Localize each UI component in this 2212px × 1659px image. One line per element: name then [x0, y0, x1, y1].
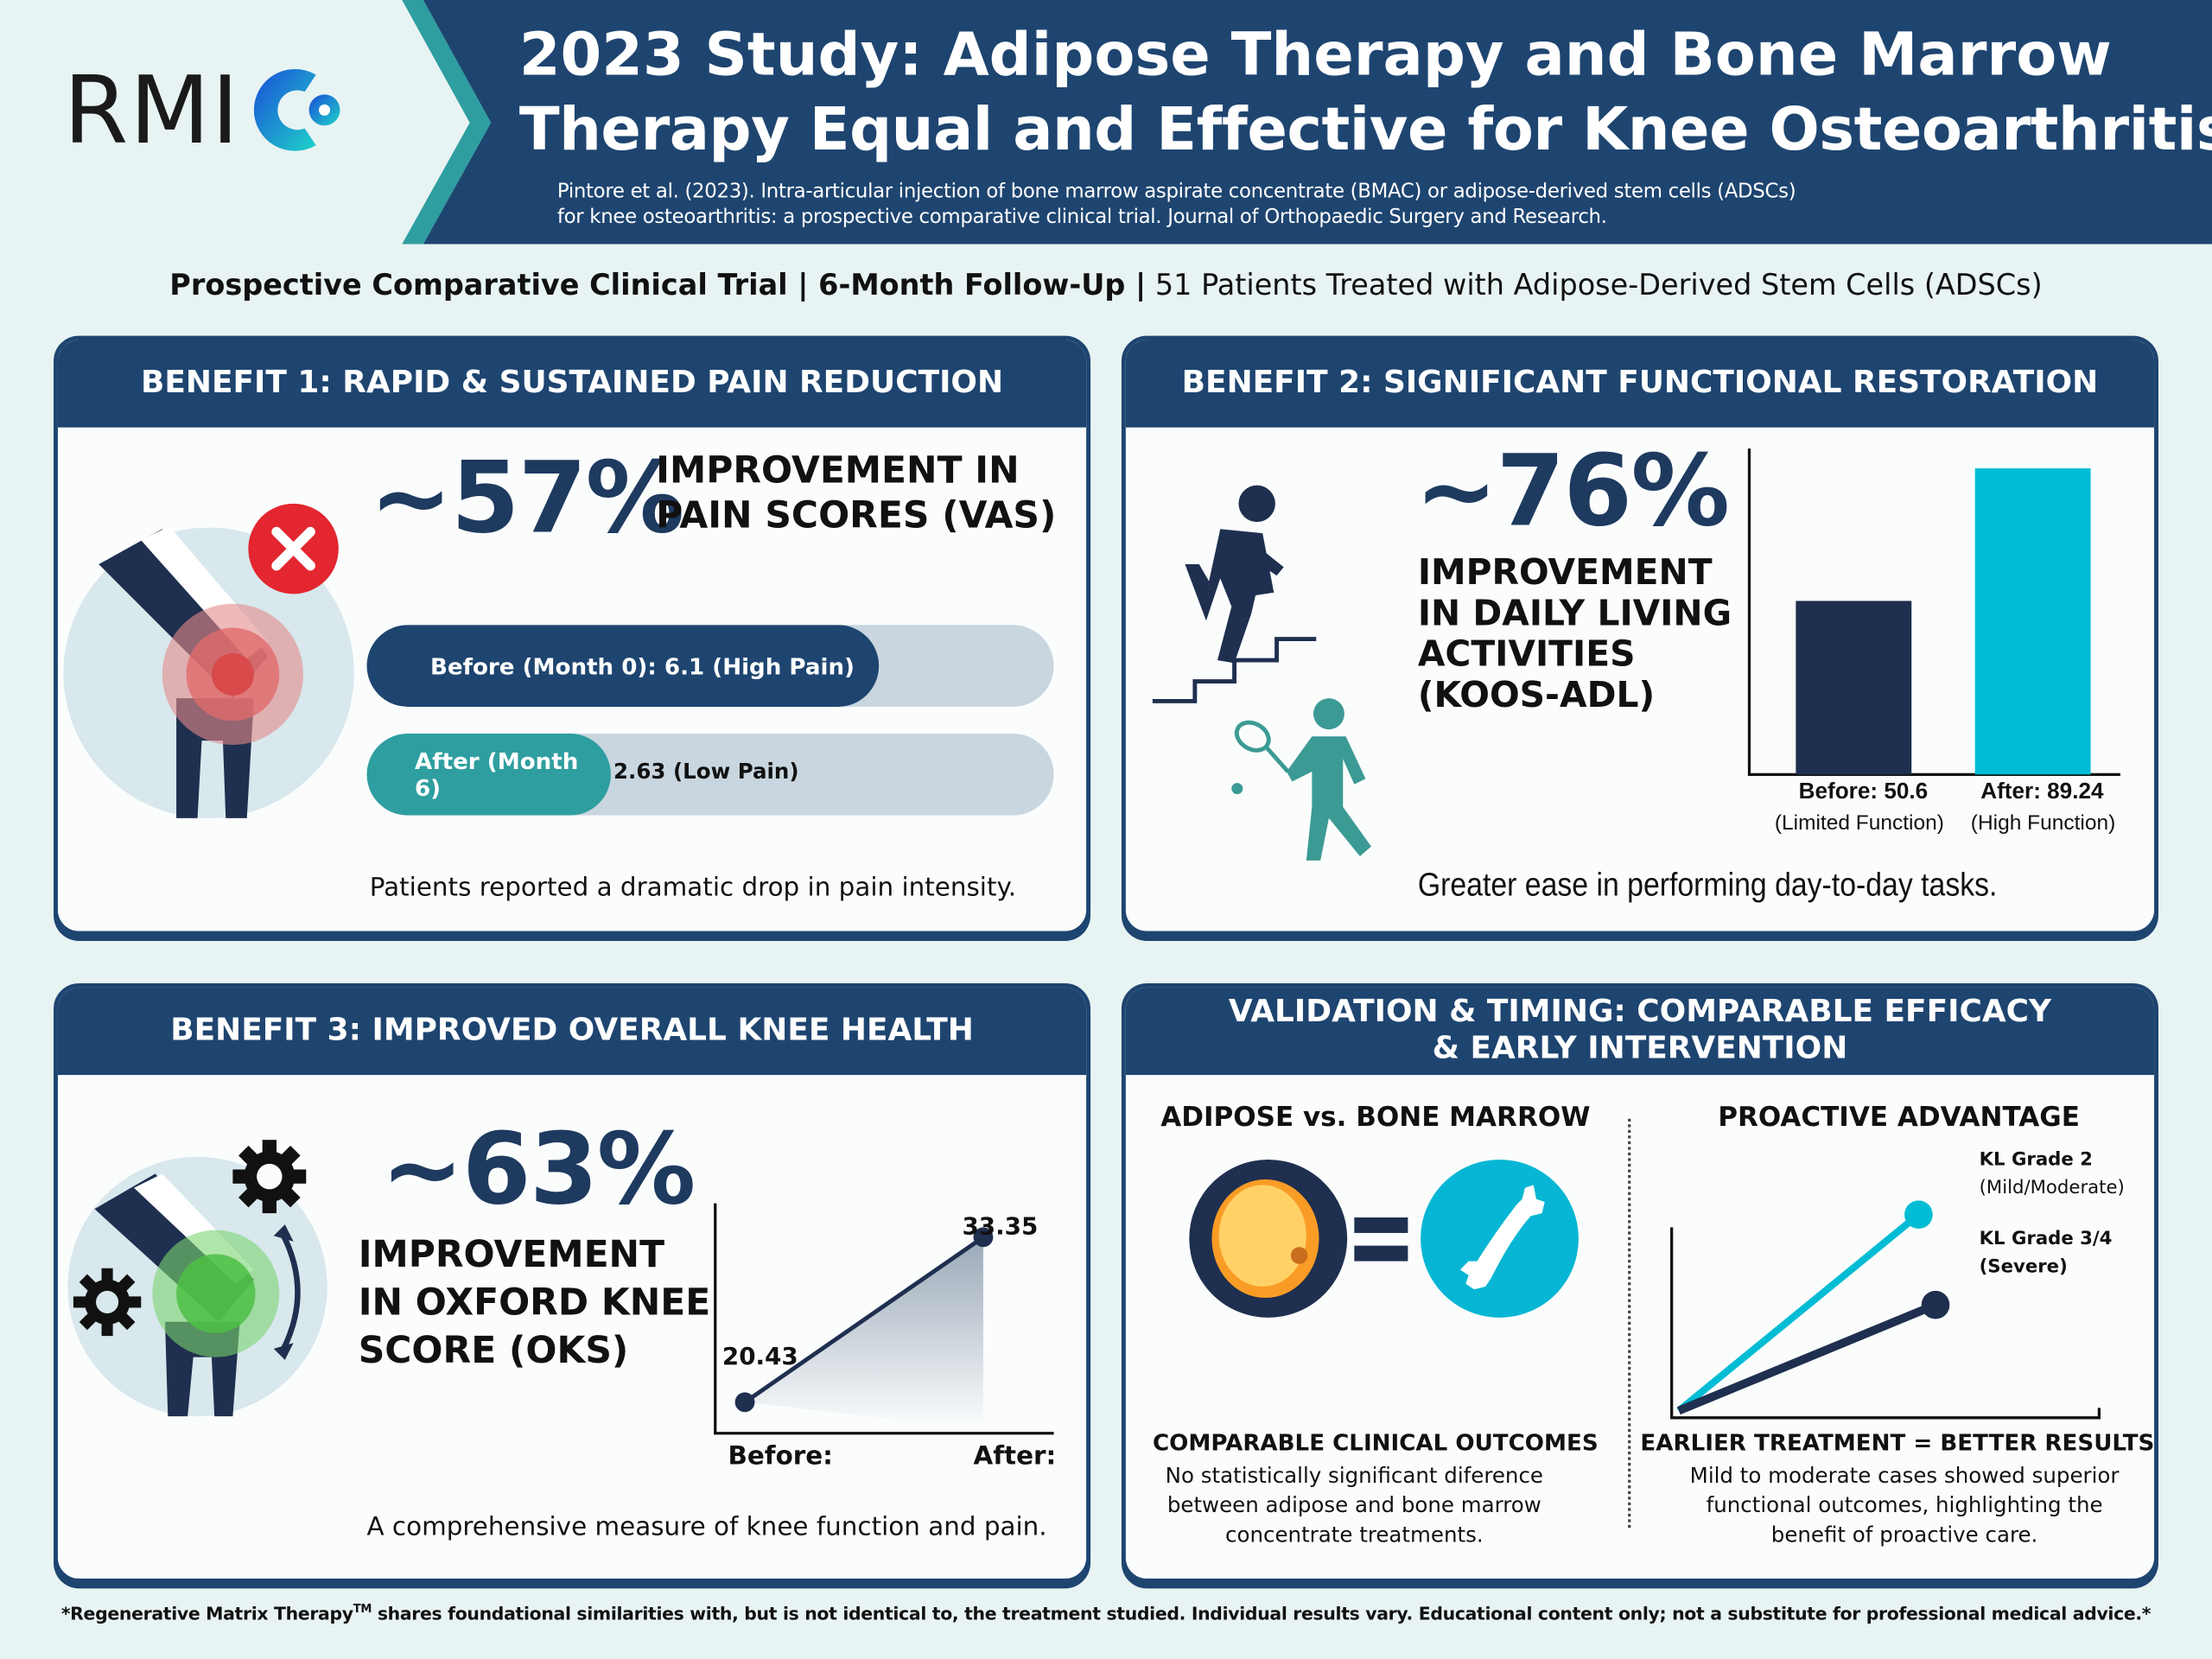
- logo-mark-icon: [254, 68, 340, 151]
- benefit1-title: BENEFIT 1: RAPID & SUSTAINED PAIN REDUCT…: [57, 340, 1087, 428]
- kl-grade34-sub: (Severe): [1979, 1256, 2068, 1279]
- x-circle-icon: [248, 503, 339, 594]
- benefit1-stat: ~57%: [369, 440, 684, 556]
- benefit2-stat-label-3: ACTIVITIES: [1417, 633, 1636, 675]
- footer-text-b: shares foundational similarities with, b…: [372, 1602, 2152, 1624]
- kl-grade34-label: KL Grade 3/4: [1979, 1229, 2113, 1250]
- kl-grade2-label: KL Grade 2: [1979, 1149, 2093, 1172]
- kl-grade2-sub: (Mild/Moderate): [1979, 1178, 2125, 1199]
- benefit3-caption: A comprehensive measure of knee function…: [366, 1512, 1047, 1542]
- validation-title: VALIDATION & TIMING: COMPARABLE EFFICACY…: [1125, 987, 2155, 1076]
- oks-tick-after: After:: [973, 1441, 1057, 1471]
- tennis-player-icon: [1231, 698, 1371, 861]
- before-pain-fill: Before (Month 0): 6.1 (High Pain): [366, 625, 879, 707]
- oks-value-after: 33.35: [962, 1213, 1039, 1242]
- subtitle-bold: Prospective Comparative Clinical Trial |…: [169, 268, 1147, 302]
- right-desc-3: benefit of proactive care.: [1770, 1522, 2038, 1548]
- after-pain-value: 2.63 (Low Pain): [613, 759, 799, 785]
- page-title-line2: Therapy Equal and Effective for Knee Ost…: [518, 94, 2212, 164]
- fat-cell-icon: [1189, 1160, 1348, 1318]
- after-pain-bar: After (Month 6) 2.63 (Low Pain): [366, 733, 1054, 816]
- earlier-treatment-heading: EARLIER TREATMENT = BETTER RESULTS: [1640, 1428, 2155, 1456]
- left-desc-1: No statistically significant diference: [1165, 1463, 1543, 1489]
- equals-icon: [1354, 1217, 1408, 1262]
- validation-title-line2: & EARLY INTERVENTION: [1432, 1031, 1848, 1067]
- before-pain-bar: Before (Month 0): 6.1 (High Pain): [366, 625, 1054, 707]
- benefit3-title: BENEFIT 3: IMPROVED OVERALL KNEE HEALTH: [57, 987, 1087, 1076]
- benefit2-stat-label-4: (KOOS-ADL): [1417, 674, 1656, 715]
- bar-sublabel-after: (High Function): [1970, 810, 2116, 836]
- comparable-outcomes-heading: COMPARABLE CLINICAL OUTCOMES: [1152, 1428, 1599, 1456]
- left-desc-2: between adipose and bone marrow: [1166, 1492, 1541, 1518]
- header-banner: [402, 0, 2212, 245]
- knee-icon: [63, 525, 354, 818]
- stair-climber-icon: [1152, 485, 1317, 703]
- adipose-vs-marrow-heading: ADIPOSE vs. BONE MARROW: [1160, 1102, 1591, 1134]
- gear-icon: [232, 1140, 307, 1214]
- benefit3-stat-label-3: SCORE (OKS): [358, 1330, 629, 1373]
- bar-sublabel-before: (Limited Function): [1774, 810, 1944, 836]
- benefit1-stat-label-1: IMPROVEMENT IN: [656, 449, 1020, 493]
- after-pain-fill: After (Month 6): [366, 733, 611, 816]
- bone-icon: [1421, 1160, 1579, 1318]
- trademark: TM: [353, 1602, 372, 1616]
- benefit2-stat-label-1: IMPROVEMENT: [1417, 551, 1713, 593]
- benefit1-stat-label-2: PAIN SCORES (VAS): [656, 495, 1057, 538]
- benefit3-stat: ~63%: [380, 1111, 696, 1228]
- study-subtitle: Prospective Comparative Clinical Trial |…: [0, 268, 2212, 302]
- benefit1-caption: Patients reported a dramatic drop in pai…: [369, 873, 1017, 903]
- footer-disclaimer: *Regenerative Matrix TherapyTM shares fo…: [0, 1603, 2212, 1624]
- oks-tick-before: Before:: [728, 1441, 833, 1471]
- citation-line1: Pintore et al. (2023). Intra-articular i…: [556, 180, 1796, 204]
- validation-title-line1: VALIDATION & TIMING: COMPARABLE EFFICACY: [1228, 995, 2052, 1030]
- rotation-arrow-icon: [273, 1224, 301, 1360]
- left-desc-3: concentrate treatments.: [1225, 1522, 1484, 1548]
- oks-value-before: 20.43: [721, 1343, 798, 1371]
- benefit2-caption: Greater ease in performing day-to-day ta…: [1417, 866, 1998, 903]
- proactive-heading: PROACTIVE ADVANTAGE: [1718, 1102, 2080, 1134]
- after-pain-label: After (Month 6): [414, 747, 579, 802]
- subtitle-regular: 51 Patients Treated with Adipose-Derived…: [1146, 268, 2043, 302]
- gear-icon: [73, 1268, 142, 1337]
- logo-text: RMI: [63, 55, 241, 165]
- bar-label-after: After: 89.24: [1980, 779, 2104, 804]
- right-desc-1: Mild to moderate cases showed superior: [1689, 1463, 2120, 1489]
- benefit3-stat-label-1: IMPROVEMENT: [358, 1234, 665, 1277]
- logo: RMI: [63, 54, 344, 167]
- page-title-line1: 2023 Study: Adipose Therapy and Bone Mar…: [518, 19, 2112, 89]
- citation-line2: for knee osteoarthritis: a prospective c…: [556, 206, 1607, 229]
- knee-icon: [67, 1156, 327, 1417]
- right-desc-2: functional outcomes, highlighting the: [1706, 1492, 2103, 1518]
- benefit2-stat-label-2: IN DAILY LIVING: [1417, 592, 1732, 634]
- benefit1-card: BENEFIT 1: RAPID & SUSTAINED PAIN REDUCT…: [54, 335, 1091, 936]
- benefit3-stat-label-2: IN OXFORD KNEE: [358, 1282, 711, 1325]
- before-pain-label: Before (Month 0): 6.1 (High Pain): [429, 652, 855, 680]
- benefit2-stat: ~76%: [1414, 433, 1730, 550]
- footer-text-a: *Regenerative Matrix Therapy: [60, 1602, 353, 1624]
- benefit2-title: BENEFIT 2: SIGNIFICANT FUNCTIONAL RESTOR…: [1125, 340, 2155, 428]
- bar-label-before: Before: 50.6: [1798, 779, 1929, 804]
- section-divider: [1628, 1118, 1631, 1529]
